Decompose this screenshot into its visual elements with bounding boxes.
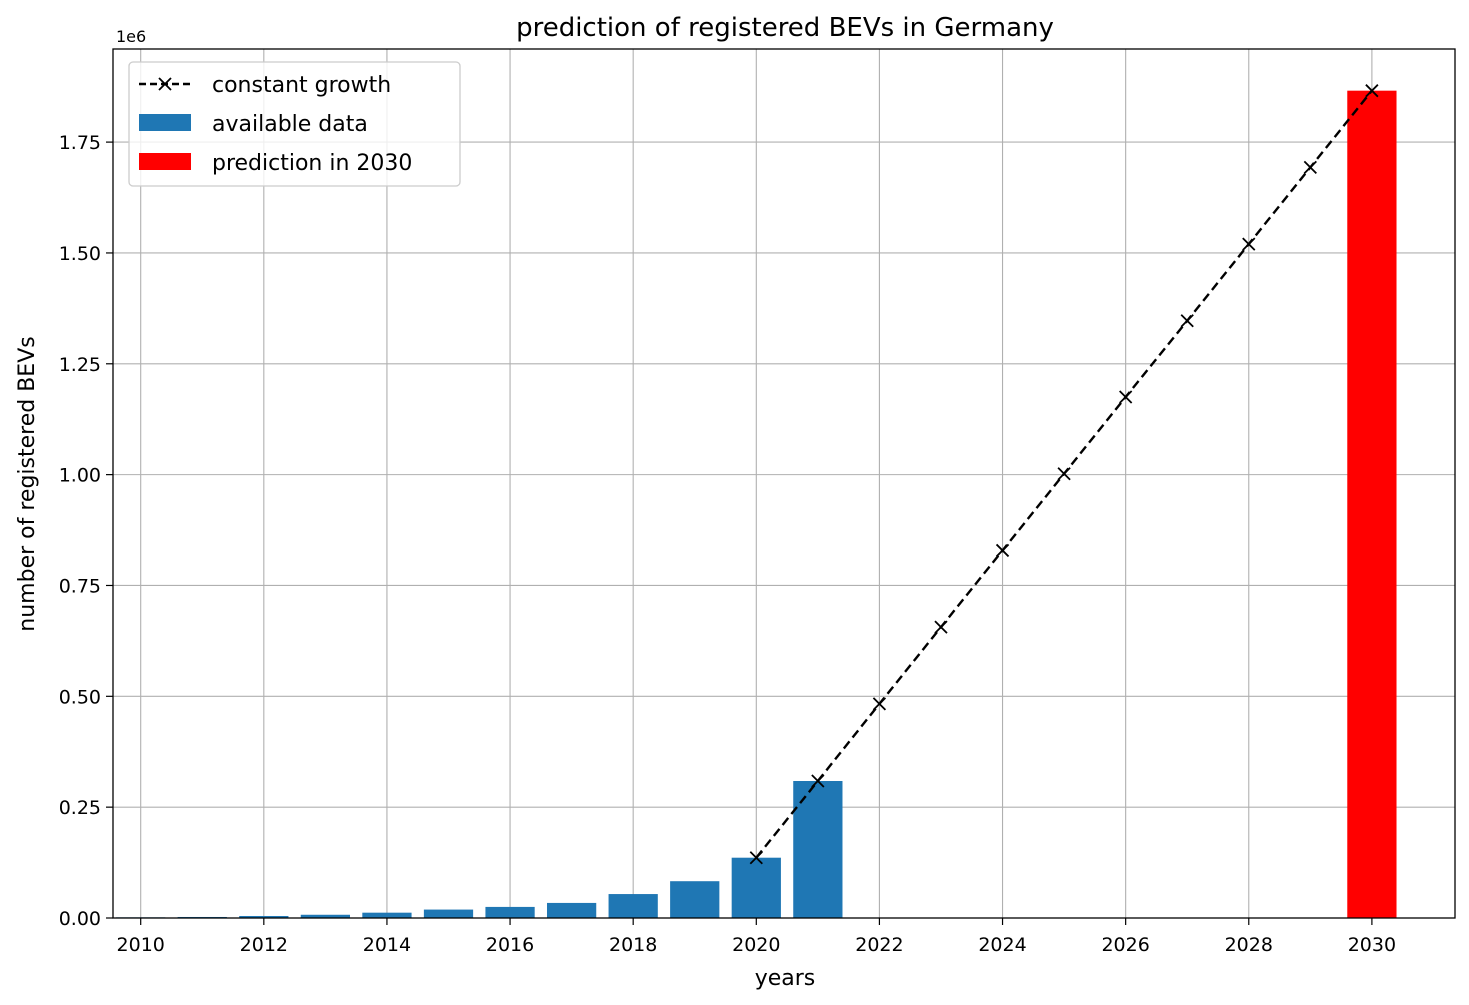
y-axis-label: number of registered BEVs: [15, 336, 40, 631]
legend-label-available-data: available data: [212, 112, 368, 137]
y-tick-label: 0.25: [59, 797, 101, 819]
x-tick-label: 2010: [117, 934, 165, 956]
growth-marker-2024: [995, 543, 1010, 558]
y-tick-label: 0.00: [59, 908, 101, 930]
prediction-bar-2030: [1347, 90, 1397, 919]
bars-layer: [116, 90, 1397, 919]
line-layer: [749, 84, 1379, 865]
y-offset-label: 1e6: [116, 27, 146, 46]
growth-marker-2028: [1242, 237, 1256, 251]
legend-label-prediction-2030: prediction in 2030: [212, 151, 412, 176]
growth-marker-2026: [1119, 390, 1133, 404]
growth-marker-2030: [1365, 84, 1379, 98]
x-tick-label: 2024: [978, 934, 1026, 956]
x-tick-label: 2028: [1225, 934, 1273, 956]
growth-marker-2029: [1303, 160, 1317, 175]
growth-marker-2020: [749, 851, 763, 865]
x-tick-label: 2030: [1348, 934, 1396, 956]
y-tick-label: 1.25: [59, 354, 101, 376]
data-bar-2017: [546, 902, 597, 918]
plot-frame: [112, 48, 1456, 919]
x-tick-label: 2014: [363, 934, 411, 956]
x-tick-label: 2022: [855, 934, 903, 956]
legend-swatch-prediction: [139, 153, 191, 170]
x-tick-label: 2018: [609, 934, 657, 956]
legend-swatch-available-data: [139, 114, 191, 131]
legend-x-marker-icon: [158, 77, 172, 91]
data-bar-2021: [793, 780, 843, 918]
y-tick-label: 1.50: [59, 243, 101, 265]
data-bar-2014: [362, 912, 412, 918]
data-bar-2020: [731, 857, 781, 918]
legend: constant growth available data predictio…: [128, 61, 461, 187]
chart-title: prediction of registered BEVs in Germany: [516, 13, 1054, 43]
y-tick-label: 1.75: [59, 132, 101, 154]
data-bar-2015: [423, 909, 474, 918]
data-bar-2012: [239, 916, 289, 918]
y-tick-label: 1.00: [59, 465, 101, 487]
growth-marker-2022: [872, 697, 887, 711]
x-tick-label: 2026: [1101, 934, 1149, 956]
data-bar-2016: [485, 906, 535, 918]
growth-marker-2025: [1057, 467, 1071, 481]
legend-box: [128, 61, 461, 187]
data-bar-2013: [300, 914, 351, 918]
data-bar-2018: [608, 894, 658, 918]
x-tick-label: 2016: [486, 934, 534, 956]
growth-marker-2023: [934, 620, 948, 634]
legend-label-constant-growth: constant growth: [212, 73, 391, 98]
ticks-layer: 2010 2012 2014 2016 2018 2020 2022 2024 2026 2028…: [59, 132, 1396, 956]
growth-marker-2021: [811, 774, 825, 788]
x-axis-label: years: [755, 966, 816, 991]
data-bar-2019: [670, 881, 720, 918]
x-tick-label: 2020: [732, 934, 780, 956]
y-tick-label: 0.75: [59, 575, 101, 597]
growth-marker-2027: [1180, 314, 1194, 328]
x-tick-label: 2012: [240, 934, 288, 956]
y-tick-label: 0.50: [59, 686, 101, 708]
